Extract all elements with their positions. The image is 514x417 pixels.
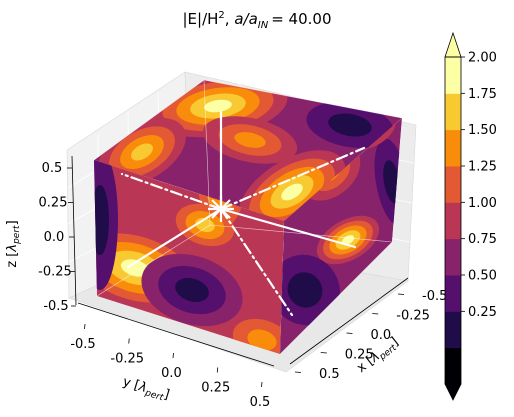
z-axis: 0.5 0.25 0.0 -0.25 -0.5 z [λpert] xyxy=(5,155,77,314)
colorbar-tick-label: 0.75 xyxy=(468,232,497,247)
colorbar-tick-label: 0.25 xyxy=(468,305,497,320)
colorbar-ticks: 2.00 1.75 1.50 1.25 1.00 0.75 0.50 0.25 xyxy=(461,51,497,320)
left-hotspot-lower-left-band xyxy=(120,259,150,277)
colorbar-band xyxy=(445,347,461,385)
x-axis: -0.5 -0.25 0.0 0.25 0.5 x [λpert] xyxy=(289,277,447,382)
tick-label: 0.0 xyxy=(371,328,392,343)
y-axis-ticks: -0.5 -0.25 0.0 0.25 0.5 xyxy=(70,323,271,410)
colorbar-tick-label: 1.50 xyxy=(468,123,497,138)
cube-top-face xyxy=(94,80,402,221)
tick-label: 0.5 xyxy=(319,367,340,382)
top-hotspot-front xyxy=(238,150,346,221)
colorbar-band xyxy=(445,238,461,276)
cube-wireframe xyxy=(93,79,403,297)
beam-dashdot-down xyxy=(219,207,294,317)
tick-mark xyxy=(320,352,327,354)
colorbar-extend-min xyxy=(444,383,462,401)
colorbar-band xyxy=(445,166,461,203)
beam-dashdot-right-up xyxy=(219,146,366,211)
right-low-spot-band xyxy=(287,272,323,308)
beam-dashdot-left xyxy=(120,172,223,211)
top-hotspot-center-band xyxy=(234,132,266,148)
colorbar-band xyxy=(445,202,461,240)
colorbar-band xyxy=(445,311,461,349)
left-low-spot-band xyxy=(175,277,209,303)
tick-label: 0.0 xyxy=(44,230,65,245)
colorbar-tick-label: 2.00 xyxy=(468,51,497,66)
beam-solid-left-down xyxy=(126,207,223,269)
top-hotspot-front-band xyxy=(281,183,303,201)
left-hotspot-center xyxy=(175,203,235,247)
tick-label: -0.25 xyxy=(110,352,144,367)
colorbar-tick-label: 0.50 xyxy=(468,269,497,284)
tick-mark xyxy=(84,323,86,330)
tick-mark xyxy=(294,371,302,373)
tick-label: 0.5 xyxy=(42,161,63,176)
tick-mark xyxy=(172,352,174,359)
right-hotspot-center xyxy=(316,215,380,265)
tick-label: 0.25 xyxy=(39,196,68,211)
left-low-spot xyxy=(141,253,243,327)
tick-label: 0.25 xyxy=(345,348,374,363)
top-low-right-band xyxy=(328,113,372,137)
top-low-right xyxy=(306,102,394,148)
left-hotspot-bottom-right-band xyxy=(247,329,277,351)
tick-label: -0.5 xyxy=(422,289,447,304)
colorbar-tick-label: 1.75 xyxy=(468,87,497,102)
tick-label: 0.5 xyxy=(250,395,271,410)
chart-title: |E|/H2, a/aIN = 40.00 xyxy=(183,10,332,31)
colorbar-band xyxy=(445,129,461,167)
top-hotspot-center xyxy=(202,116,298,164)
tick-label: -0.5 xyxy=(43,299,68,314)
colorbar-extend-max xyxy=(444,31,462,58)
tick-label: 0.25 xyxy=(201,381,230,396)
colorbar-outline xyxy=(444,56,462,385)
tick-mark xyxy=(372,313,379,315)
colorbar-band xyxy=(445,57,461,94)
tick-mark xyxy=(346,332,353,334)
top-hotspot-back-band xyxy=(204,99,232,113)
colorbar-tick-label: 1.25 xyxy=(468,160,497,175)
colorbar-bands xyxy=(444,31,462,401)
colorbar-band xyxy=(445,275,461,312)
right-low-spot xyxy=(280,254,340,326)
colorbar: 2.00 1.75 1.50 1.25 1.00 0.75 0.50 0.25 xyxy=(444,31,497,401)
tick-label: -0.25 xyxy=(38,265,72,280)
tick-mark xyxy=(216,367,219,373)
tick-mark xyxy=(397,293,405,295)
beam-solid-right xyxy=(219,207,357,249)
tick-mark xyxy=(128,338,130,344)
beam-lines xyxy=(120,110,366,317)
tick-label: -0.5 xyxy=(70,337,95,352)
top-hotspot-left-band xyxy=(131,143,153,161)
x-axis-label: x [λpert] xyxy=(354,334,402,377)
center-star-marker xyxy=(208,196,234,222)
tick-label: -0.25 xyxy=(396,309,430,324)
z-axis-label: z [λpert] xyxy=(5,220,22,267)
tick-mark xyxy=(261,381,263,388)
y-axis: -0.5-0.250.00.250.5 y [λpert] xyxy=(70,302,275,410)
tick-label: 0.0 xyxy=(161,366,182,381)
z-axis-ticks: 0.5 0.25 0.0 -0.25 -0.5 xyxy=(38,161,76,314)
x-axis-ticks: -0.5 -0.25 0.0 0.25 0.5 xyxy=(294,289,447,382)
colorbar-band xyxy=(445,93,461,131)
cube-right-face xyxy=(280,118,402,354)
colorbar-tick-label: 1.00 xyxy=(468,196,497,211)
